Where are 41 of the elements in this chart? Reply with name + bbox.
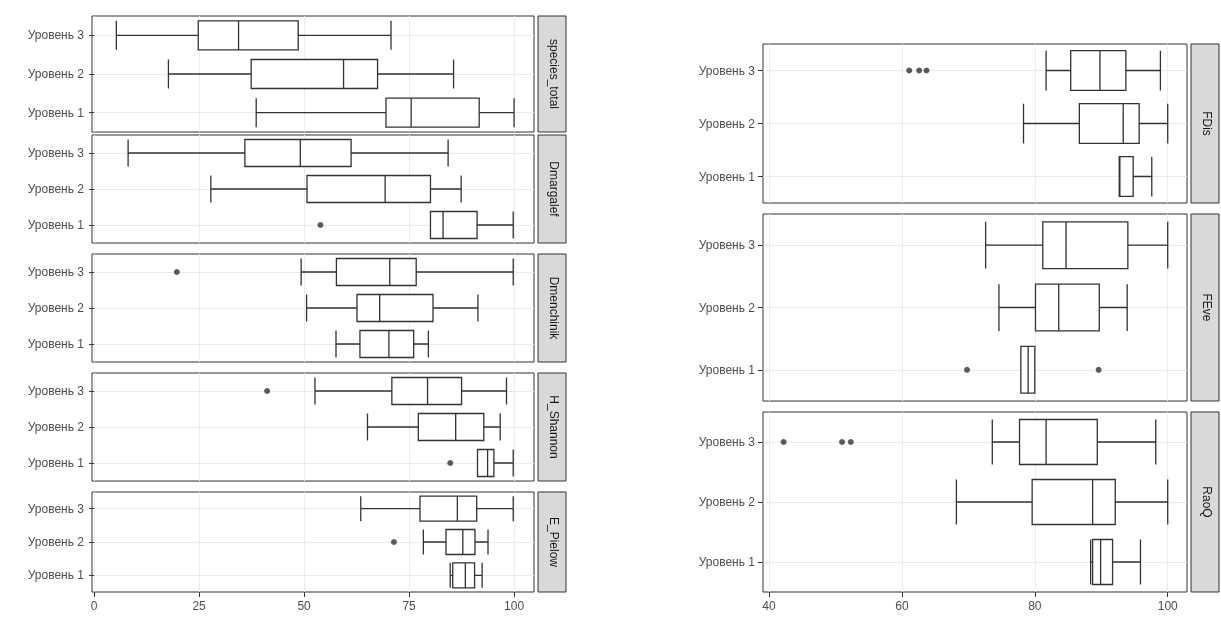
y-tick-label: Уровень 3 <box>698 435 756 449</box>
y2-axis-title: Dmargalef <box>547 161 561 218</box>
y2-axis-title: FEve <box>1200 293 1214 322</box>
y-tick-label: Уровень 1 <box>27 568 85 583</box>
y-tick-label: Уровень 2 <box>27 420 85 434</box>
x-tick-label: 60 <box>895 599 909 613</box>
y2-axis-title: H_Shannon <box>547 395 561 459</box>
y-tick-label: Уровень 2 <box>27 67 85 81</box>
y-tick-label: Уровень 1 <box>27 105 85 120</box>
x-tick-label: 0 <box>90 599 98 613</box>
y-tick-label: Уровень 3 <box>698 238 756 253</box>
y-tick-label: Уровень 1 <box>698 362 756 377</box>
y-tick-label: Уровень 2 <box>27 182 85 196</box>
y-tick-label: Уровень 1 <box>27 218 85 232</box>
y-tick-label: Уровень 3 <box>27 28 85 43</box>
y2-axis-title: E_Pielow <box>547 516 561 568</box>
x-tick-label: 100 <box>504 599 525 613</box>
y2-axis-title: FDis <box>1200 111 1214 136</box>
y-tick-label: Уровень 3 <box>27 146 85 160</box>
x-tick-label: 80 <box>1028 599 1042 613</box>
y-tick-label: Уровень 2 <box>698 116 756 131</box>
y2-axis-title: RaoQ <box>1200 486 1214 518</box>
y2-axis-title: Dmenchinik <box>547 276 561 341</box>
y-tick-label: Уровень 1 <box>698 555 756 569</box>
x-tick-label: 50 <box>297 599 312 613</box>
y-tick-label: Уровень 2 <box>27 301 85 315</box>
x-tick-label: 100 <box>1157 599 1179 613</box>
y-tick-label: Уровень 1 <box>27 456 85 470</box>
x-tick-label: 25 <box>192 599 207 613</box>
y-tick-label: Уровень 2 <box>698 300 756 315</box>
y-tick-label: Уровень 3 <box>27 265 85 279</box>
x-tick-label: 75 <box>402 599 417 613</box>
y-tick-label: Уровень 1 <box>698 169 756 184</box>
y-tick-label: Уровень 2 <box>27 535 85 549</box>
y-tick-label: Уровень 3 <box>698 63 756 78</box>
y-tick-label: Уровень 3 <box>27 384 85 398</box>
y2-axis-title: species_total <box>547 38 561 110</box>
y-tick-label: Уровень 1 <box>27 337 85 351</box>
x-tick-label: 40 <box>762 599 776 613</box>
y-tick-label: Уровень 3 <box>27 501 85 516</box>
y-tick-label: Уровень 2 <box>698 495 756 509</box>
